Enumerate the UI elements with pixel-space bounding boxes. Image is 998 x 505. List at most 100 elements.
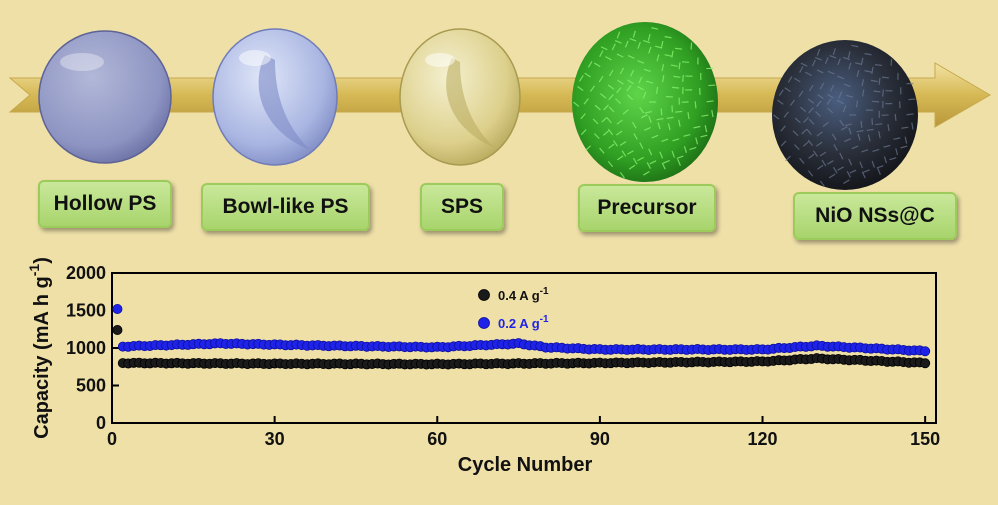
x-axis-title: Cycle Number (458, 454, 593, 476)
nanosheet-flake (870, 79, 878, 83)
nanosheet-flake (608, 94, 614, 101)
nanosheet-flake (856, 69, 860, 77)
nanosheet-flake (808, 107, 814, 114)
nanosheet-flake (673, 75, 681, 78)
nanosheet-flake (598, 75, 604, 83)
nanosheet-flake (785, 155, 792, 162)
nanosheet-flake (861, 89, 865, 97)
nanosheet-flake (794, 144, 800, 151)
nanosheet-flake (631, 121, 637, 129)
legend-label-0-4: 0.4 A g-1 (498, 286, 549, 303)
nanosheet-flake (656, 54, 660, 62)
nanosheet-flake (812, 150, 819, 157)
nanosheet-flake (861, 79, 865, 87)
nanosheet-flake (632, 30, 636, 38)
nanosheet-flake (881, 76, 890, 79)
nanosheet-flake (904, 136, 908, 144)
x-tick-label: 0 (107, 429, 117, 449)
nanosheet-flake (629, 69, 635, 77)
nanosheet-flake (602, 130, 610, 136)
nanosheet-flake (593, 62, 601, 68)
data-point (112, 324, 123, 335)
x-tick-label: 60 (427, 429, 447, 449)
nanosheet-flake (660, 40, 664, 48)
nanosheet-flake (600, 46, 608, 51)
nanosheet-flake (573, 101, 580, 107)
nanosheet-flake (651, 134, 659, 139)
nanosheet-flake (837, 75, 845, 80)
nanosheet-flake (639, 106, 645, 114)
nanosheet-flake (848, 62, 852, 70)
nanosheet-flake (838, 91, 843, 99)
nanosheet-flake (894, 113, 897, 121)
nanosheet-flake (678, 119, 681, 127)
nanosheet-flake (632, 157, 638, 165)
nanosheet-flake (872, 100, 880, 103)
nanosheet-flake (589, 85, 595, 92)
nanosheet-flake (655, 45, 663, 49)
legend-label-0-2: 0.2 A g-1 (498, 314, 549, 331)
nanosheet-flake (800, 62, 808, 67)
nanosheet-flake (840, 126, 848, 131)
nanosheet-flake (778, 89, 784, 96)
nanosheet-flake (621, 150, 627, 157)
nanosheet-flake (661, 75, 665, 83)
nanosheet-flake (871, 160, 876, 168)
nanosheet-flake (619, 141, 627, 146)
nanosheet-flake (821, 159, 827, 167)
nanosheet-flake (864, 53, 872, 56)
nanosheet-flake (855, 62, 863, 66)
nanosheet-flake (827, 160, 834, 165)
nanosheet-flake (900, 145, 908, 149)
nanosheet-flake (819, 151, 827, 157)
nanosheet-flake (601, 116, 608, 123)
nanosheet-flake (594, 133, 600, 140)
nanosheet-flake (616, 119, 623, 125)
precursor-sphere (572, 22, 718, 182)
nanosheet-flake (664, 36, 672, 39)
nanosheet-flake (605, 56, 612, 61)
nanosheet-flake (860, 120, 863, 128)
nanosheet-flake (851, 145, 859, 150)
nanosheet-flake (829, 54, 837, 59)
nanosheet-flake (614, 39, 622, 44)
nanosheet-flake (647, 33, 651, 42)
nanosheet-flake (849, 169, 857, 174)
nanosheet-flake (839, 119, 845, 127)
nanosheet-flake (882, 89, 884, 97)
nanosheet-flake (839, 152, 844, 160)
nanosheet-flake (587, 60, 593, 68)
nanosheet-flake (843, 179, 850, 185)
y-tick-label: 500 (76, 376, 106, 396)
nanosheet-flake (878, 131, 881, 139)
nanosheet-flake (627, 79, 634, 85)
nanosheet-flake (848, 127, 852, 135)
nanosheet-flake (800, 106, 807, 113)
nanosheet-flake (671, 150, 676, 158)
nanosheet-flake (646, 162, 651, 169)
nanosheet-flake (700, 134, 708, 138)
nanosheet-flake (626, 84, 632, 92)
nanosheet-flake (866, 128, 874, 132)
nanosheet-flake (627, 150, 634, 155)
nanosheet-flake (656, 117, 664, 121)
nanosheet-flake (678, 62, 681, 70)
nanosheet-flake (827, 107, 834, 114)
sps-sphere (399, 28, 521, 166)
nanosheet-flake (819, 180, 825, 187)
nanosheet-flake (682, 74, 684, 82)
nanosheet-flake (660, 108, 663, 116)
x-tick-label: 150 (910, 429, 940, 449)
nanosheet-flake (815, 111, 821, 117)
chart-legend: 0.4 A g-1 0.2 A g-1 (478, 286, 549, 331)
nanosheet-flake (832, 48, 836, 56)
y-tick-label: 2000 (66, 263, 106, 283)
nanosheet-flake (706, 100, 714, 103)
nanosheet-flake (831, 133, 837, 141)
nanosheet-flake (816, 131, 823, 137)
label-hollow-ps: Hollow PS (38, 180, 172, 228)
nanosheet-flake (803, 117, 809, 123)
nanosheet-flake (860, 57, 864, 65)
legend-marker-0-4 (478, 289, 490, 301)
